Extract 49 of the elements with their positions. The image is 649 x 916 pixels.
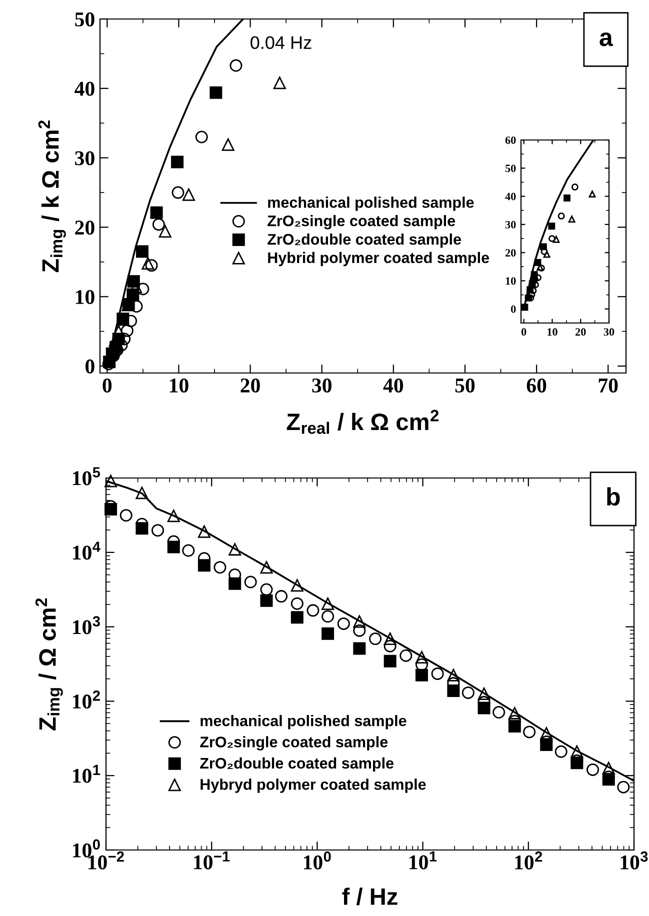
legend-label: ZrO₂double coated sample — [268, 234, 461, 248]
x-axis-title: f / Hz — [342, 888, 398, 906]
annotation: 0.04 Hz — [250, 36, 312, 50]
y-tick-label: 10$^{4}$ — [73, 542, 100, 560]
y-tick-label: 10$^{5}$ — [73, 467, 100, 486]
x-tick-label: 20 — [576, 328, 586, 336]
x-tick-label: 70 — [598, 378, 618, 393]
legend-label: ZrO₂single coated sample — [268, 215, 456, 230]
x-tick-label: 10$^{3}$ — [620, 851, 648, 870]
legend-label: Hybryd polymer coated sample — [200, 778, 426, 793]
x-tick-label: 50 — [455, 378, 475, 393]
x-tick-label: 0 — [521, 328, 526, 336]
x-tick-label: 30 — [312, 378, 332, 393]
annotation: a — [600, 32, 614, 46]
x-axis-title: Z$_{real}$ / k Ω cm$^{2}$ — [286, 410, 439, 434]
x-tick-label: 10 — [548, 328, 558, 336]
y-axis-title: Z$_{img}$ / Ω cm$^{2}$ — [35, 598, 63, 730]
x-tick-label: 10$^{−1}$ — [194, 851, 230, 870]
x-tick-label: 10$^{0}$ — [304, 851, 331, 870]
x-tick-label: 10$^{1}$ — [410, 851, 437, 870]
x-tick-label: 0 — [102, 378, 112, 393]
legend-label: mechanical polished sample — [268, 196, 474, 211]
x-tick-label: 40 — [383, 378, 404, 393]
y-tick-label: 10$^{1}$ — [73, 764, 100, 783]
y-tick-label: 10$^{2}$ — [73, 690, 100, 709]
y-tick-label: 50 — [505, 164, 516, 172]
x-tick-label: 20 — [240, 378, 260, 393]
legend-label: ZrO₂single coated sample — [200, 736, 388, 750]
y-tick-label: 40 — [74, 82, 94, 96]
x-tick-label: 30 — [604, 328, 614, 336]
y-tick-label: 20 — [505, 249, 516, 257]
y-tick-label: 20 — [75, 220, 94, 235]
y-tick-label: 30 — [75, 151, 94, 166]
y-tick-label: 40 — [505, 192, 516, 200]
x-tick-label: 60 — [526, 378, 546, 393]
y-tick-label: 50 — [75, 12, 94, 26]
legend-label: mechanical polished sample — [200, 714, 406, 730]
y-tick-label: 10 — [506, 277, 516, 285]
legend-label: Hybrid polymer coated sample — [268, 252, 490, 266]
y-tick-label: 0 — [511, 305, 516, 313]
x-tick-label: 10 — [170, 378, 188, 393]
y-tick-label: 30 — [505, 220, 516, 228]
y-axis-title: Z$_{img}$ / k Ω cm$^{2}$ — [38, 120, 66, 272]
y-tick-label: 10$^{3}$ — [73, 616, 100, 634]
annotation: b — [607, 487, 620, 506]
y-tick-label: 0 — [86, 359, 94, 374]
y-tick-label: 10 — [76, 290, 94, 304]
y-tick-label: 60 — [505, 136, 516, 144]
legend-label: ZrO₂double coated sample — [200, 757, 394, 772]
